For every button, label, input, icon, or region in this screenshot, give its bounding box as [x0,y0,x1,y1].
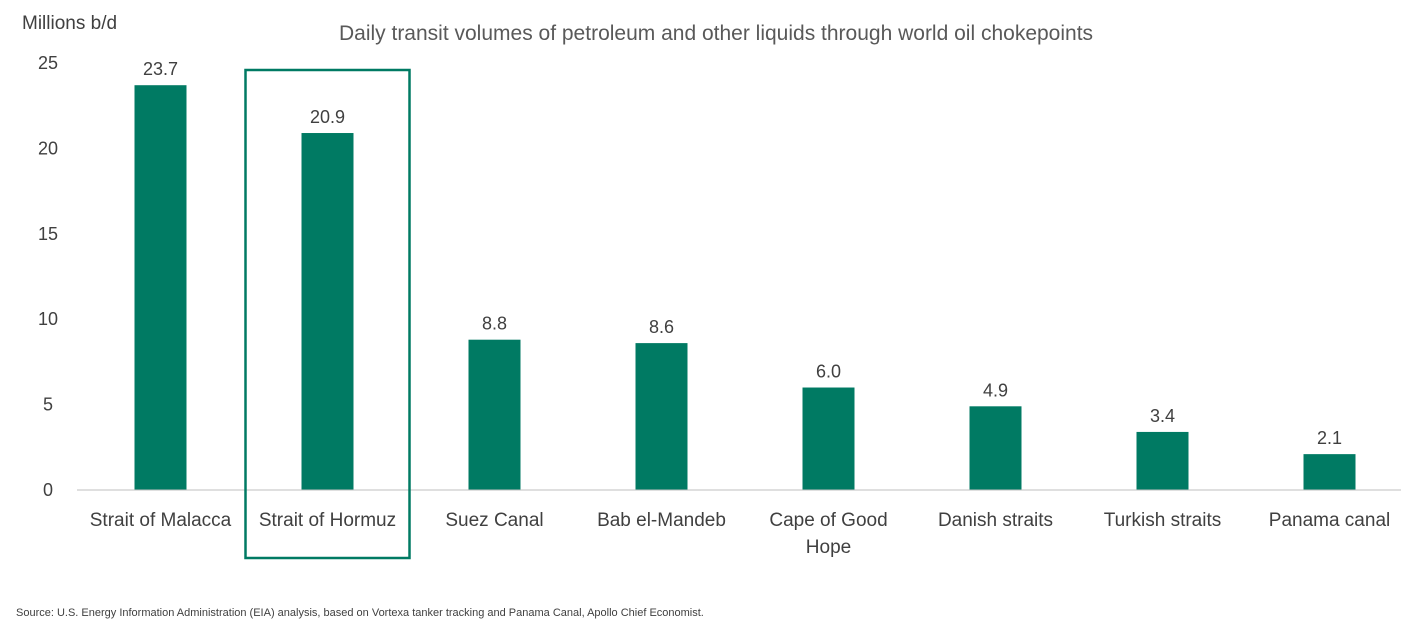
x-tick-label-line: Cape of Good [769,510,887,531]
data-label: 8.8 [482,314,507,334]
x-tick-label: Strait of Malacca [90,510,232,531]
data-label: 6.0 [816,362,841,382]
y-axis: 0 5 10 15 20 25 [38,53,58,500]
y-tick-label: 10 [38,309,58,329]
x-tick-label-line: Hope [806,537,851,558]
bar-chart: Daily transit volumes of petroleum and o… [22,13,1401,560]
y-tick-label: 15 [38,224,58,244]
x-tick-label: Danish straits [938,510,1053,531]
x-axis: Strait of Malacca Strait of Hormuz Suez Ca… [90,510,1390,558]
x-tick-label-line: Suez Canal [445,510,543,531]
x-tick-label: Panama canal [1269,510,1390,531]
source-note: Source: U.S. Energy Information Administ… [16,607,704,619]
data-label: 23.7 [143,59,178,79]
y-tick-label: 0 [43,480,53,500]
x-tick-label-line: Turkish straits [1104,510,1222,531]
bar-series [134,85,1356,490]
x-tick-label: Cape of Good Hope [769,510,887,558]
y-tick-label: 25 [38,53,58,73]
bar [1303,454,1356,490]
data-labels: 23.7 20.9 8.8 8.6 6.0 4.9 3.4 2.1 [143,59,1342,448]
chart-title: Daily transit volumes of petroleum and o… [339,22,1093,45]
bar [802,387,855,490]
x-tick-label: Turkish straits [1104,510,1222,531]
bar [635,343,688,490]
bar [969,406,1022,490]
y-tick-label: 5 [43,395,53,415]
x-tick-label: Bab el-Mandeb [597,510,726,531]
x-tick-label: Strait of Hormuz [259,510,396,531]
data-label: 2.1 [1317,428,1342,448]
bar [301,133,354,490]
bar [1136,431,1189,490]
bar [468,339,521,490]
bar [134,85,187,490]
y-axis-unit-label: Millions b/d [22,13,117,34]
x-tick-label-line: Danish straits [938,510,1053,531]
x-tick-label-line: Bab el-Mandeb [597,510,726,531]
x-tick-label-line: Strait of Hormuz [259,510,396,531]
x-tick-label-line: Strait of Malacca [90,510,232,531]
x-tick-label: Suez Canal [445,510,543,531]
data-label: 8.6 [649,317,674,337]
highlight-box [244,68,411,560]
x-tick-label-line: Panama canal [1269,510,1390,531]
y-tick-label: 20 [38,138,58,158]
data-label: 3.4 [1150,406,1175,426]
data-label: 20.9 [310,107,345,127]
data-label: 4.9 [983,380,1008,400]
